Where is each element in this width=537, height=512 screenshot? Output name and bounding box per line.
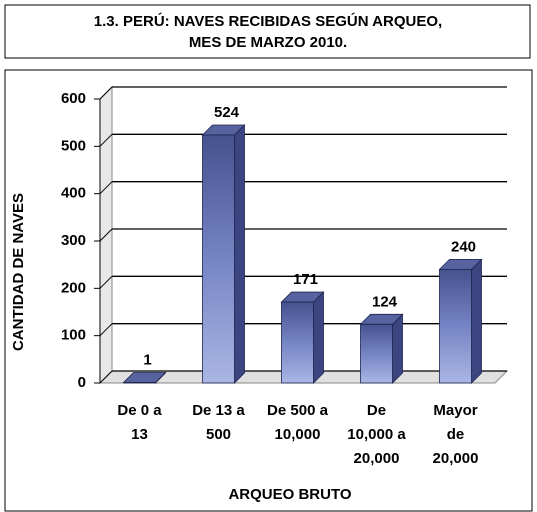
grid-line [99,133,113,147]
bar [281,301,314,384]
x-tick-label: 10,000 a [347,426,406,443]
y-tick-label: 600 [61,90,86,107]
bar [439,268,472,384]
grid-line [99,86,113,100]
x-tick-label: de [447,426,465,443]
x-tick-label: Mayor [433,402,477,419]
y-tick-label: 400 [61,185,86,202]
value-label: 1 [143,351,151,368]
y-tick-label: 0 [78,374,86,391]
chart-title: MES DE MARZO 2010. [189,34,347,51]
title-box [4,4,531,59]
x-tick-label: 20,000 [354,450,400,467]
grid-line [99,275,113,289]
grid-line [99,228,113,242]
x-tick-label: De 500 a [267,402,329,419]
bar [360,323,393,384]
x-tick-label: 20,000 [433,450,479,467]
x-tick-label: 500 [206,426,231,443]
value-label: 124 [372,293,398,310]
x-axis-title: ARQUEO BRUTO [228,486,351,503]
value-label: 240 [451,238,476,255]
grid-line [99,181,113,195]
bar [202,134,235,384]
bar-side [234,124,245,384]
chart-title: 1.3. PERÚ: NAVES RECIBIDAS SEGÚN ARQUEO, [94,12,442,30]
x-tick-label: De 13 a [192,402,245,419]
y-tick-label: 300 [61,232,86,249]
value-label: 171 [293,271,318,288]
y-tick-label: 500 [61,137,86,154]
x-tick-label: De [367,402,386,419]
bar-side [392,313,403,384]
y-axis-title: CANTIDAD DE NAVES [10,193,27,351]
x-tick-label: 10,000 [275,426,321,443]
x-tick-label: De 0 a [117,402,162,419]
bar-side [471,258,482,384]
grid-line [99,323,113,337]
x-tick-label: 13 [131,426,148,443]
value-label: 524 [214,104,240,121]
y-tick-label: 200 [61,279,86,296]
grid-line [99,370,113,384]
y-tick-label: 100 [61,327,86,344]
bar-side [313,291,324,384]
